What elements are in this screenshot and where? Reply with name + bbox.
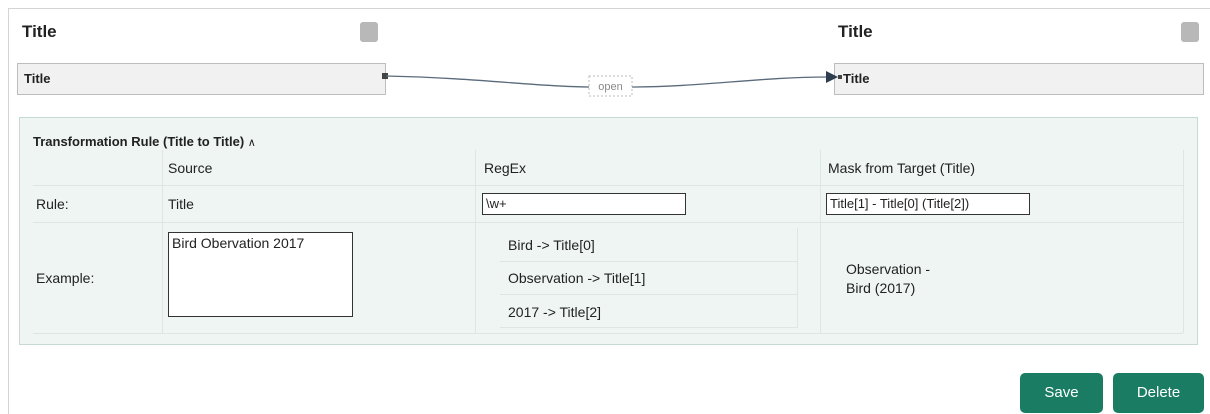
column-header: Source [168, 160, 213, 176]
row-line [500, 294, 797, 295]
connector-line [385, 75, 829, 88]
result-line: Bird (2017) [846, 280, 916, 296]
anchor [382, 73, 388, 79]
arrow [826, 71, 838, 83]
match: Observation -> Title[1] [508, 270, 646, 286]
row-line [500, 261, 797, 262]
column-header: Mask from Target (Title) [828, 160, 976, 176]
row-line [33, 333, 1183, 334]
match: 2017 -> Title[2] [508, 304, 602, 320]
row-line [500, 327, 797, 328]
row-line [33, 185, 1183, 186]
left-field[interactable]: Title [17, 63, 386, 95]
col-line [475, 150, 476, 333]
col-line [162, 150, 163, 333]
example-input[interactable]: Bird Obervation 2017 [168, 232, 353, 317]
row-label: Rule: [36, 196, 69, 212]
col-line [820, 150, 821, 333]
save-button[interactable]: Save [1020, 373, 1103, 413]
row-line [33, 222, 1183, 223]
col-line [797, 228, 798, 328]
delete-button[interactable]: Delete [1113, 373, 1204, 413]
connector-label-box[interactable] [588, 75, 633, 97]
frame [8, 8, 1210, 414]
rule-heading-text: Transformation Rule (Title to Title) [33, 134, 245, 149]
row-label: Example: [36, 270, 95, 286]
match: Bird -> Title[0] [508, 237, 595, 253]
connector-label: open [598, 81, 622, 93]
delete-icon[interactable] [1181, 22, 1199, 42]
result-line: Observation - [846, 261, 931, 277]
source-field: Title [168, 196, 194, 212]
left-title: Title [22, 22, 57, 41]
connector: open [382, 71, 842, 97]
col-line [1183, 150, 1184, 333]
regex-input[interactable]: \w+ [482, 193, 686, 215]
rule-heading[interactable]: Transformation Rule (Title to Title) ∧ [33, 134, 256, 149]
right-field[interactable]: Title [834, 63, 1204, 95]
column-header: RegEx [484, 160, 527, 176]
right-title: Title [838, 22, 873, 41]
mask-input[interactable]: Title[1] - Title[0] (Title[2]) [826, 193, 1030, 215]
anchor [838, 75, 842, 79]
delete-icon[interactable] [360, 22, 378, 42]
